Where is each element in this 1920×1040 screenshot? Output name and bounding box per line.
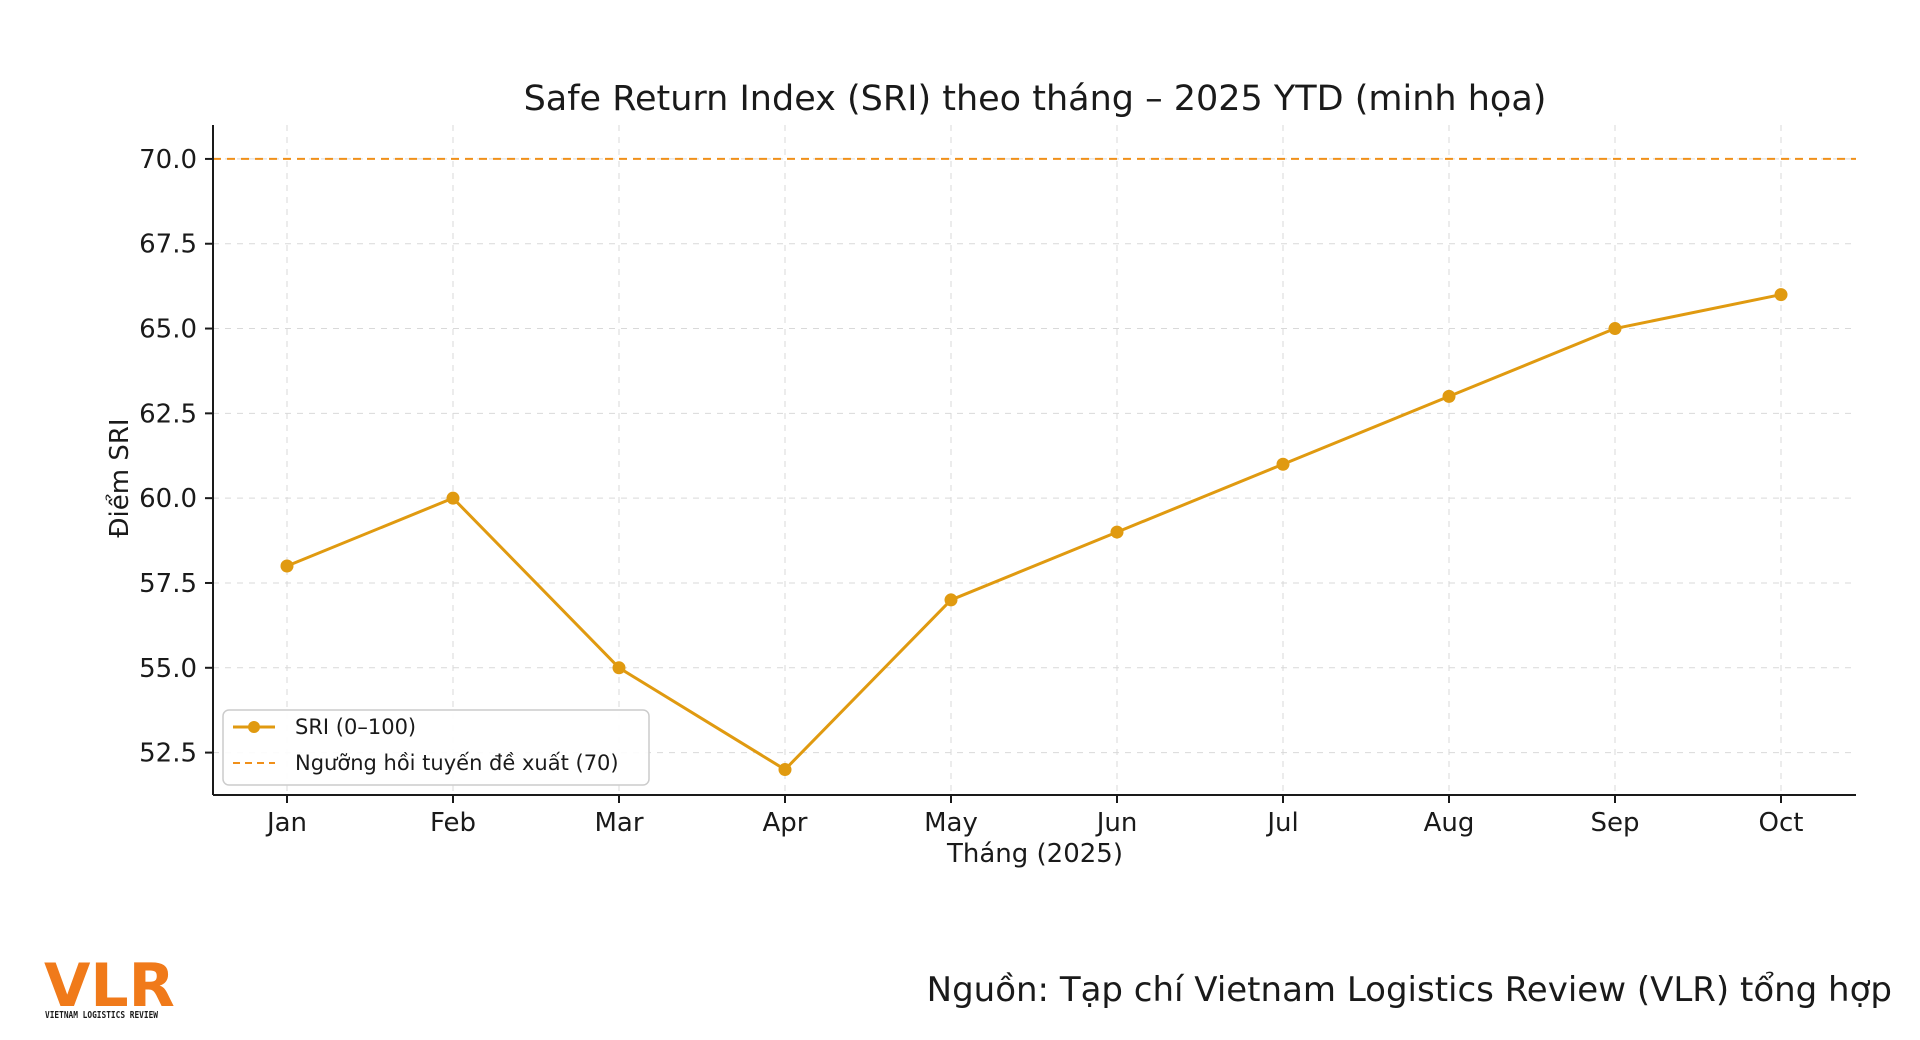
x-tick-label: Oct — [1759, 808, 1804, 838]
legend-box — [222, 709, 650, 786]
chart-title: Safe Return Index (SRI) theo tháng – 202… — [524, 79, 1547, 119]
y-tick-label: 62.5 — [139, 399, 197, 429]
y-tick-label: 60.0 — [139, 484, 197, 514]
legend-series-label: SRI (0–100) — [295, 715, 416, 739]
x-tick-label: Sep — [1590, 808, 1639, 838]
sri-data-point — [1608, 322, 1622, 336]
sri-data-point — [280, 559, 294, 573]
y-tick-label: 70.0 — [139, 145, 197, 175]
x-tick-label: Aug — [1424, 808, 1475, 838]
sri-data-point — [1774, 288, 1788, 302]
y-tick-labels: 52.5 55.0 57.5 60.0 62.5 65.0 67.5 70.0 — [139, 145, 197, 769]
legend-series-marker — [248, 721, 260, 733]
x-tick-label: May — [924, 808, 978, 838]
sri-series-line — [286, 293, 1782, 772]
grid-lines — [213, 125, 1856, 795]
vlr-logo-text: VLR — [44, 951, 175, 1021]
vlr-logo-subtitle: VIETNAM LOGISTICS REVIEW — [45, 1010, 159, 1021]
x-axis-label: Tháng (2025) — [946, 839, 1123, 869]
y-tick-label: 57.5 — [139, 569, 197, 599]
x-tick-label: Mar — [594, 808, 643, 838]
sri-data-point — [1276, 457, 1290, 471]
source-note: Nguồn: Tạp chí Vietnam Logistics Review … — [927, 970, 1892, 1010]
x-tick-label: Feb — [430, 808, 476, 838]
sri-data-point — [446, 491, 460, 505]
legend-threshold-label: Ngưỡng hồi tuyến đề xuất (70) — [295, 751, 619, 775]
x-tick-label: Apr — [763, 808, 808, 838]
y-axis-label: Điểm SRI — [104, 418, 135, 537]
sri-data-point — [1442, 389, 1456, 403]
y-tick-label: 67.5 — [139, 230, 197, 260]
x-tick-label: Jul — [1265, 808, 1298, 838]
x-tick-label: Jan — [265, 808, 307, 838]
x-tick-labels: Jan Feb Mar Apr May Jun Jul Aug Sep Oct — [265, 808, 1804, 838]
legend: SRI (0–100) Ngưỡng hồi tuyến đề xuất (70… — [222, 709, 650, 786]
sri-data-point — [612, 661, 626, 675]
sri-data-point — [778, 763, 792, 777]
sri-data-point — [1110, 525, 1124, 539]
axes — [205, 125, 1856, 803]
x-tick-label: Jun — [1095, 808, 1138, 838]
y-tick-label: 65.0 — [139, 315, 197, 345]
vlr-logo: VLR VIETNAM LOGISTICS REVIEW — [44, 951, 175, 1021]
series-lines — [280, 288, 1788, 777]
y-tick-label: 55.0 — [139, 654, 197, 684]
y-tick-label: 52.5 — [139, 739, 197, 769]
sri-data-point — [944, 593, 958, 607]
